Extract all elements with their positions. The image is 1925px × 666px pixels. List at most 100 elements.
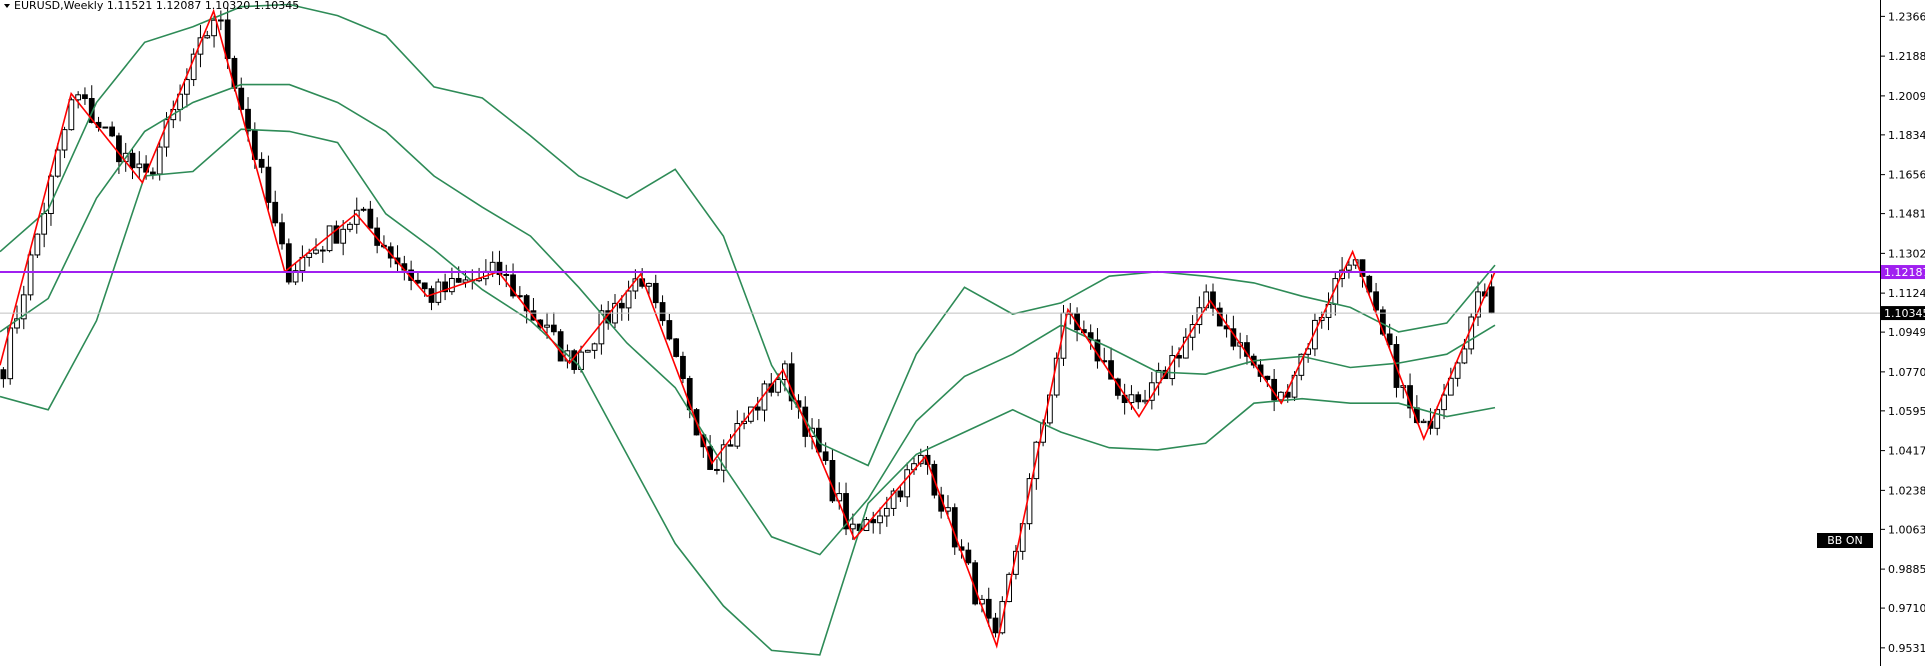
candle-body [897,490,904,498]
candle [958,539,965,559]
candle-body [292,270,299,283]
candle [584,349,591,353]
candle [333,220,340,244]
candle [394,245,401,272]
candle [625,280,632,321]
price-tick-label: 1.07705 [1888,366,1925,379]
candle-body [1155,369,1162,384]
candle [1087,324,1094,350]
candle [272,190,279,227]
candle [102,126,109,129]
candle-body [421,282,428,290]
candle-body [116,135,122,163]
price-tick-label: 1.04170 [1888,445,1925,458]
candle [829,448,836,504]
candle [258,152,265,174]
candle [1468,313,1475,355]
candle [1447,367,1454,396]
candle [27,249,34,301]
candle [1312,313,1318,357]
candle-body [870,519,877,524]
candle-body [41,213,48,235]
price-tick-label: 1.18345 [1888,129,1925,142]
candle-body [727,444,734,447]
candle-body [775,379,781,393]
candle [870,511,877,534]
candle [109,121,116,138]
zigzag-indicator [0,8,1496,649]
bb-on-badge-bg[interactable] [1817,533,1873,548]
candle-body [367,208,374,229]
candle [88,85,95,124]
candle-body [136,163,143,169]
candle [197,25,204,68]
bollinger-upper-band [0,3,1496,467]
collapse-triangle-icon[interactable] [4,4,10,8]
candle [0,367,7,388]
candle-body [1488,286,1495,314]
price-axis[interactable]: 1.23665 1.21880 1.20095 1.18345 1.16560 1.148… [1880,10,1925,655]
chart-title: EURUSD,Weekly 1.11521 1.12087 1.10320 1.… [14,0,299,12]
candle [1196,296,1203,334]
price-tick-label: 0.95315 [1888,642,1925,655]
candle [211,15,217,48]
price-tick-label: 1.14810 [1888,208,1925,221]
candle [347,222,353,233]
candle-body [550,324,557,333]
candle-body [54,149,61,177]
candle-body [183,79,190,95]
candle-body [1189,324,1196,338]
candle-body [340,228,347,244]
candle-body [279,222,285,245]
candle-body [1373,291,1379,311]
candle-body [197,37,204,55]
candle-body [1128,394,1135,404]
price-tick-label: 1.16560 [1888,169,1925,182]
price-tick-label: 1.11240 [1888,287,1925,300]
candle-body [204,35,211,39]
candle-body [449,277,455,293]
candle [48,174,54,226]
candle-body [306,252,313,258]
candle [285,238,292,285]
candle-body [1074,313,1080,331]
bollinger-middle-band [0,83,1496,556]
candle [1210,283,1216,316]
candle [20,285,27,330]
candle [612,294,618,329]
candle [360,206,367,212]
candle [992,612,999,638]
candle [659,295,666,326]
candle-body [88,98,95,123]
candle-body [829,460,836,502]
bb-on-badge[interactable]: BB ON [1827,534,1862,547]
candle-body [1135,394,1142,403]
candle [163,112,170,157]
candle-body [156,146,163,175]
candle [1189,315,1196,351]
candle-body [965,549,972,564]
candle-body [843,493,849,530]
candle [292,262,299,286]
current-price-label: 1.10345 [1884,307,1925,320]
candle-body [673,338,680,357]
price-tick-label: 1.23665 [1888,10,1925,23]
candle-body [34,233,41,256]
candle [510,263,516,299]
candle [150,167,156,180]
candle [788,352,795,410]
candle-body [1087,332,1094,341]
price-tick-label: 1.05955 [1888,405,1925,418]
candle [326,225,333,253]
candle-body [584,349,591,353]
candle [1454,361,1461,387]
zigzag-line [0,8,1496,649]
candle-body [258,158,265,168]
candle-body [1264,375,1271,380]
candle-body [720,444,727,471]
candle-body [877,515,883,524]
candle-body [544,324,550,328]
bollinger-lower-band [0,128,1496,656]
candle-body [82,94,88,100]
